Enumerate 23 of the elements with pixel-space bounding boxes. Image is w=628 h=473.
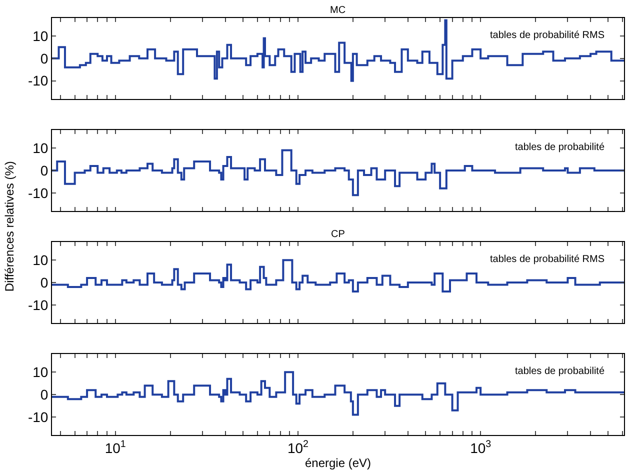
y-tick-label: 0 xyxy=(40,386,48,403)
y-tick-label: 10 xyxy=(32,28,48,44)
y-tick-label: 10 xyxy=(32,140,48,156)
y-tick-label: -10 xyxy=(28,184,48,201)
chart-title: CP xyxy=(331,229,346,240)
annotation: tables de probabilité RMS xyxy=(490,254,605,265)
y-tick-label: 10 xyxy=(32,252,48,268)
y-tick-label: -10 xyxy=(28,296,48,313)
annotation: tables de probabilité xyxy=(515,142,605,153)
y-tick-label: -10 xyxy=(28,408,48,425)
y-tick-label: -10 xyxy=(28,72,48,89)
y-tick-label: 0 xyxy=(40,274,48,290)
x-tick-label: 10$^{3}$ xyxy=(470,438,492,456)
chart-title: MC xyxy=(330,5,346,16)
annotation: tables de probabilité xyxy=(515,366,605,377)
x-tick-label: 10$^{2}$ xyxy=(287,438,308,456)
annotation: tables de probabilité RMS xyxy=(490,30,605,41)
x-axis-title: énergie (eV) xyxy=(304,456,372,470)
x-tick-label: 10$^{1}$ xyxy=(104,438,126,456)
y-axis-title: Différences relatives (%) xyxy=(2,161,17,292)
y-tick-label: 10 xyxy=(32,364,48,380)
y-tick-label: 0 xyxy=(40,162,48,178)
y-tick-label: 0 xyxy=(40,50,48,66)
